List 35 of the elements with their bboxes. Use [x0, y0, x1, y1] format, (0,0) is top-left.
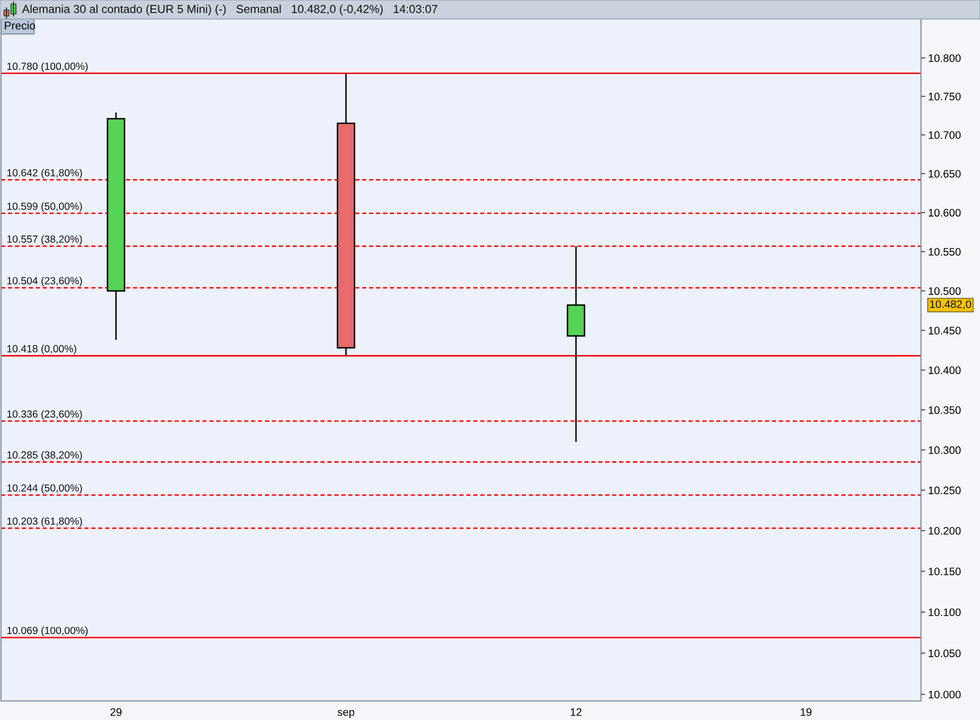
x-tick-label: 12 — [570, 708, 582, 716]
ref-line-label: 10.244 (50,00%) — [7, 484, 82, 494]
y-tick-label: 10.300 — [928, 446, 961, 454]
y-tick-label: 10.000 — [928, 690, 961, 698]
ref-line-label: 10.285 (38,20%) — [7, 451, 82, 461]
y-tick-label: 10.150 — [928, 568, 961, 576]
text: 10.482,0 — [930, 300, 972, 310]
x-tick-label: 29 — [110, 708, 122, 716]
x-tick-label: sep — [338, 710, 354, 718]
y-tick-label: 10.500 — [928, 287, 961, 295]
x-tick-label: 19 — [800, 708, 812, 716]
y-tick-label: 10.650 — [928, 170, 961, 178]
y-tick-label: 10.200 — [928, 526, 961, 535]
y-tick-label: 10.700 — [928, 131, 961, 139]
y-tick-label: 10.400 — [928, 366, 961, 374]
ref-line-label: 10.642 (61,80%) — [7, 168, 82, 178]
y-tick-label: 10.550 — [928, 248, 961, 256]
ref-line-label: 10.557 (38,20%) — [7, 235, 82, 245]
y-tick-label: 10.800 — [928, 54, 961, 62]
y-tick-label: 10.600 — [928, 208, 961, 217]
ref-line-label: 10.203 (61,80%) — [7, 517, 82, 527]
ref-line-label: 10.336 (23,60%) — [7, 410, 82, 420]
y-tick-label: 10.100 — [928, 608, 961, 616]
y-tick-label: 10.250 — [928, 486, 961, 494]
ref-line-label: 10.069 (100,00%) — [7, 626, 88, 636]
y-tick-label: 10.750 — [928, 92, 961, 100]
chart-title: Alemania 30 al contado (EUR 5 Mini) (-) Semanal 10.482,0 (-0,42%) 14:03:07 — [22, 4, 438, 16]
y-axis-title: Precio — [4, 21, 36, 30]
ref-line-label: 10.504 (23,60%) — [7, 276, 82, 286]
ref-line-label: 10.418 (0,00%) — [7, 344, 76, 354]
ref-line-label: 10.599 (50,00%) — [7, 202, 82, 212]
y-tick-label: 10.050 — [928, 650, 961, 658]
ref-line-label: 10.780 (100,00%) — [7, 62, 88, 72]
y-tick-label: 10.450 — [928, 326, 961, 334]
y-tick-label: 10.350 — [928, 406, 961, 414]
